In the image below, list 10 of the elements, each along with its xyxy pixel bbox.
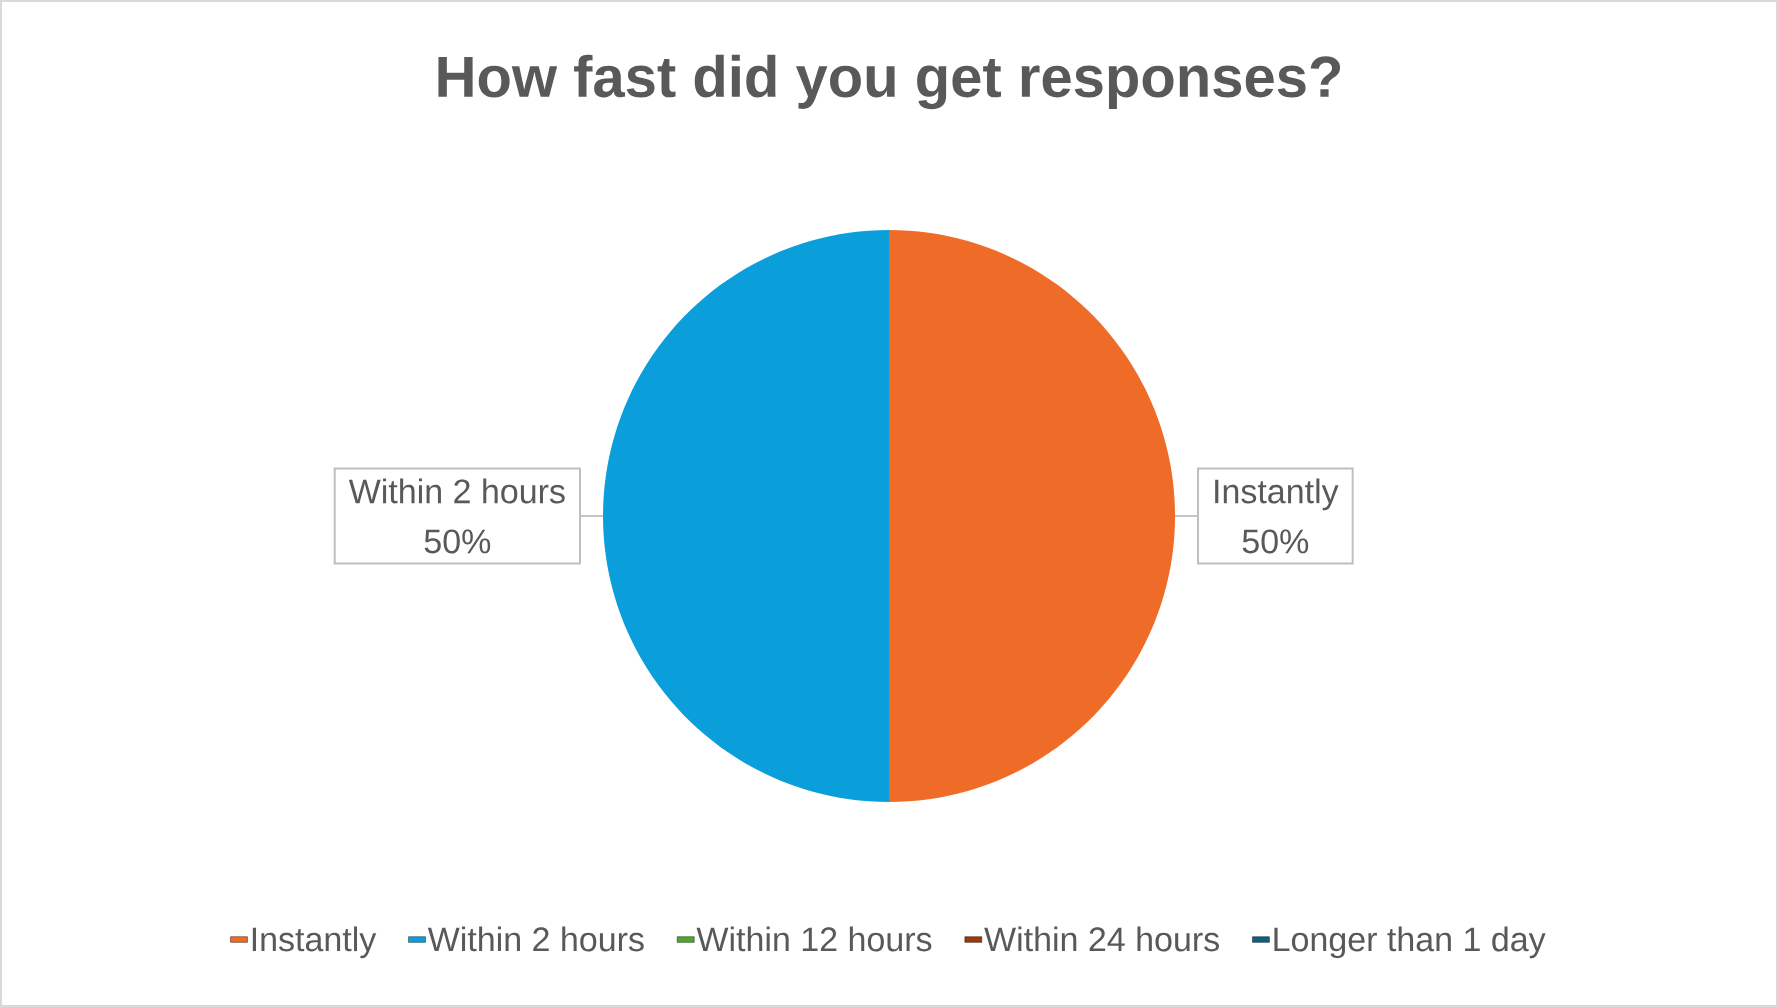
chart-title: How fast did you get responses?	[438, 54, 1341, 110]
legend-label: Instantly	[252, 926, 377, 959]
data-label: 50%	[1242, 529, 1309, 554]
slice-label: Within 2 hours	[348, 478, 565, 504]
legend-label: Within 24 hours	[984, 926, 1219, 952]
slice-label: Instantly	[1215, 478, 1339, 511]
data-label: 50%	[424, 529, 491, 554]
legend-label: Within 2 hours	[427, 926, 644, 952]
legend-label: Within 12 hours	[696, 926, 932, 952]
legend-label: Longer than 1 day	[1274, 926, 1546, 959]
